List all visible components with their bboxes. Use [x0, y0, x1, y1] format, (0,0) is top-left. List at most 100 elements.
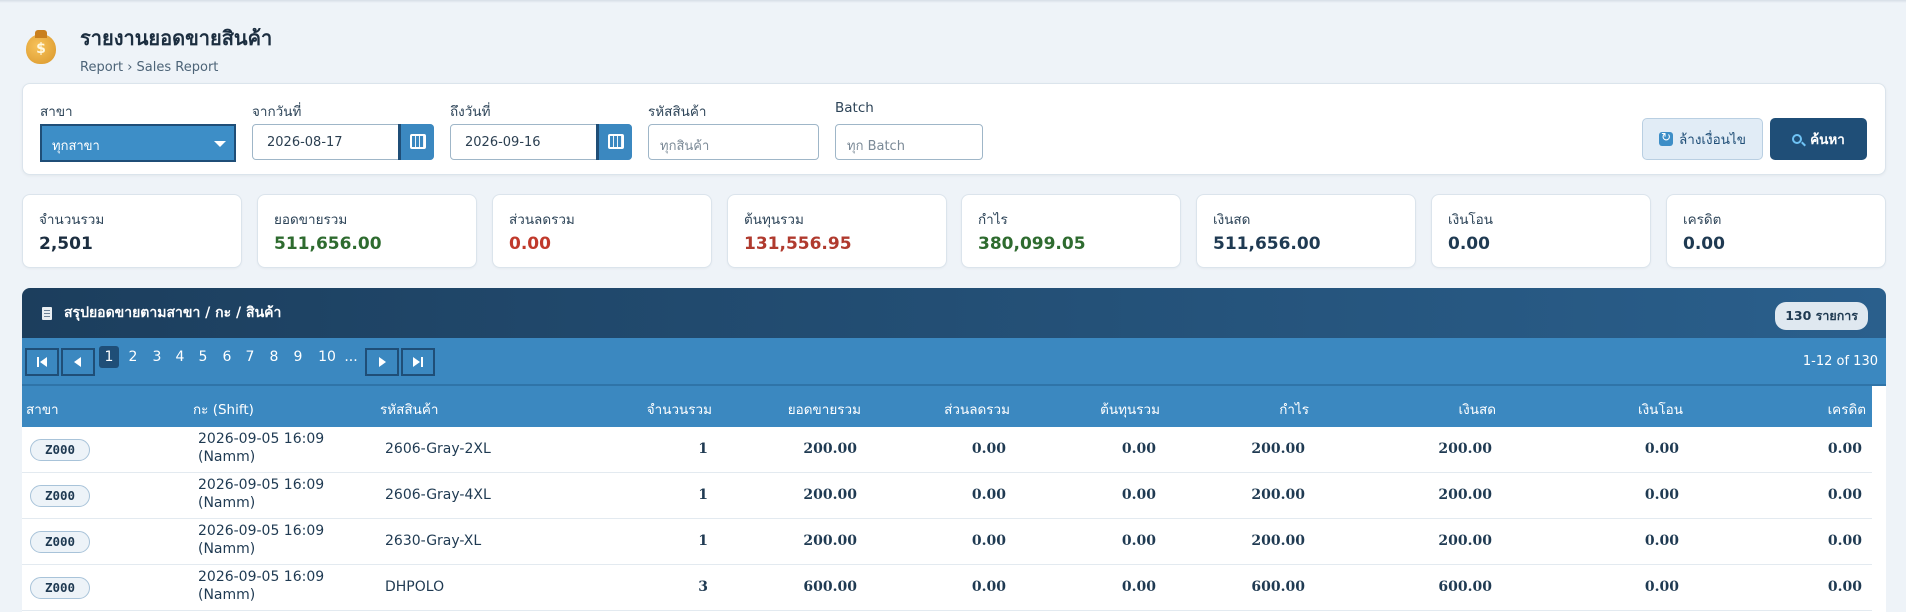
col-cash[interactable]: เงินสด: [1458, 402, 1496, 418]
prev-page-icon: [74, 357, 81, 367]
col-transfer[interactable]: เงินโอน: [1637, 402, 1683, 418]
stat-label: กำไร: [978, 212, 1008, 228]
page-number[interactable]: 1: [99, 346, 119, 368]
col-shift[interactable]: กะ (Shift): [193, 402, 254, 418]
to-date-label: ถึงวันที่: [450, 104, 491, 120]
col-product-code[interactable]: รหัสสินค้า: [380, 402, 439, 418]
qty-cell: 1: [698, 441, 708, 457]
qty-cell: 3: [698, 579, 708, 595]
record-count-badge: 130 รายการ: [1775, 302, 1868, 330]
page-number[interactable]: 7: [245, 349, 255, 365]
cost-cell: 0.00: [1121, 579, 1156, 595]
page-number[interactable]: 3: [152, 349, 162, 365]
branch-tag: Z000: [30, 531, 90, 553]
next-page-icon: [379, 357, 386, 367]
refresh-icon: [1658, 130, 1673, 146]
page-header: $ รายงานยอดขายสินค้า Report › Sales Repo…: [26, 22, 272, 75]
branch-tag: Z000: [30, 485, 90, 507]
col-cost[interactable]: ต้นทุนรวม: [1100, 402, 1160, 418]
col-sales[interactable]: ยอดขายรวม: [787, 402, 861, 418]
cost-cell: 0.00: [1121, 533, 1156, 549]
credit-cell: 0.00: [1827, 487, 1862, 503]
cash-cell: 600.00: [1438, 579, 1492, 595]
stat-value: 380,099.05: [978, 234, 1086, 254]
stat-value: 511,656.00: [1213, 234, 1321, 254]
to-date-calendar-button[interactable]: [596, 124, 632, 160]
cash-cell: 200.00: [1438, 533, 1492, 549]
from-date-value: 2026-08-17: [267, 135, 343, 150]
shift-user: (Namm): [198, 495, 256, 511]
stat-card: เงินสด 511,656.00: [1196, 194, 1416, 268]
stat-card: ต้นทุนรวม 131,556.95: [727, 194, 947, 268]
document-icon: [42, 306, 52, 320]
col-profit[interactable]: กำไร: [1279, 402, 1309, 418]
product-code: DHPOLO: [385, 579, 445, 595]
branch-select[interactable]: ทุกสาขา: [40, 124, 236, 162]
stat-value: 131,556.95: [744, 234, 852, 254]
from-date-calendar-button[interactable]: [398, 124, 434, 160]
calendar-icon: [410, 134, 426, 149]
first-page-icon: [37, 357, 47, 367]
prev-page-button[interactable]: [61, 348, 95, 376]
product-input[interactable]: ทุกสินค้า: [648, 124, 819, 160]
clear-filters-label: ล้างเงื่อนไข: [1678, 132, 1746, 148]
branch-tag: Z000: [30, 439, 90, 461]
discount-cell: 0.00: [971, 533, 1006, 549]
next-page-button[interactable]: [365, 348, 399, 376]
table-row[interactable]: Z000 2026-09-05 16:09 (Namm) 2606-Gray-4XL 1…: [22, 473, 1872, 519]
product-placeholder: ทุกสินค้า: [660, 139, 710, 154]
table-row[interactable]: Z000 2026-09-05 16:09 (Namm) 2630-Gray-XL 1 2…: [22, 519, 1872, 565]
stat-label: ยอดขายรวม: [274, 212, 348, 228]
last-page-button[interactable]: [401, 348, 435, 376]
cash-cell: 200.00: [1438, 441, 1492, 457]
sales-cell: 600.00: [803, 579, 857, 595]
to-date-value: 2026-09-16: [465, 135, 541, 150]
product-label: รหัสสินค้า: [648, 104, 707, 120]
shift-date: 2026-09-05 16:09: [198, 477, 325, 493]
product-filter: รหัสสินค้า ทุกสินค้า: [648, 100, 819, 160]
stat-value: 511,656.00: [274, 234, 382, 254]
money-bag-icon: $: [26, 29, 56, 64]
stat-label: เงินสด: [1213, 212, 1251, 228]
page-number[interactable]: 6: [222, 349, 232, 365]
col-credit[interactable]: เครดิต: [1827, 402, 1866, 418]
stat-card: ส่วนลดรวม 0.00: [492, 194, 712, 268]
product-code: 2606-Gray-2XL: [385, 441, 491, 457]
page-number[interactable]: 9: [293, 349, 303, 365]
transfer-cell: 0.00: [1644, 579, 1679, 595]
table-row[interactable]: Z000 2026-09-05 16:09 (Namm) DHPOLO 3 600.00 0…: [22, 565, 1872, 611]
first-page-button[interactable]: [25, 348, 59, 376]
to-date-input[interactable]: 2026-09-16: [450, 124, 632, 160]
shift-cell: 2026-09-05 16:09 (Namm): [198, 522, 358, 558]
page-number[interactable]: 8: [269, 349, 279, 365]
stat-card: เครดิต 0.00: [1666, 194, 1886, 268]
page-number[interactable]: 4: [175, 349, 185, 365]
transfer-cell: 0.00: [1644, 487, 1679, 503]
col-discount[interactable]: ส่วนลดรวม: [944, 402, 1010, 418]
batch-input[interactable]: ทุก Batch: [835, 124, 983, 160]
cash-cell: 200.00: [1438, 487, 1492, 503]
stat-label: จำนวนรวม: [39, 212, 105, 228]
stat-value: 0.00: [1448, 234, 1490, 254]
page-number[interactable]: 2: [128, 349, 138, 365]
search-label: ค้นหา: [1810, 132, 1845, 148]
profit-cell: 600.00: [1251, 579, 1305, 595]
page-number[interactable]: ...: [344, 349, 358, 365]
qty-cell: 1: [698, 487, 708, 503]
clear-filters-button[interactable]: ล้างเงื่อนไข: [1642, 118, 1763, 160]
shift-user: (Namm): [198, 449, 256, 465]
col-qty[interactable]: จำนวนรวม: [646, 402, 712, 418]
stat-value: 2,501: [39, 234, 93, 254]
credit-cell: 0.00: [1827, 579, 1862, 595]
page-number[interactable]: 10: [318, 349, 336, 365]
last-page-icon: [413, 357, 423, 367]
shift-cell: 2026-09-05 16:09 (Namm): [198, 568, 358, 604]
from-date-label: จากวันที่: [252, 104, 302, 120]
table-row[interactable]: Z000 2026-09-05 16:09 (Namm) 2606-Gray-2XL 1…: [22, 427, 1872, 473]
page-number[interactable]: 5: [198, 349, 208, 365]
calendar-icon: [608, 134, 624, 149]
panel-title: สรุปยอดขายตามสาขา / กะ / สินค้า: [64, 305, 282, 321]
col-branch[interactable]: สาขา: [26, 402, 59, 418]
from-date-input[interactable]: 2026-08-17: [252, 124, 434, 160]
search-button[interactable]: ค้นหา: [1770, 118, 1867, 160]
